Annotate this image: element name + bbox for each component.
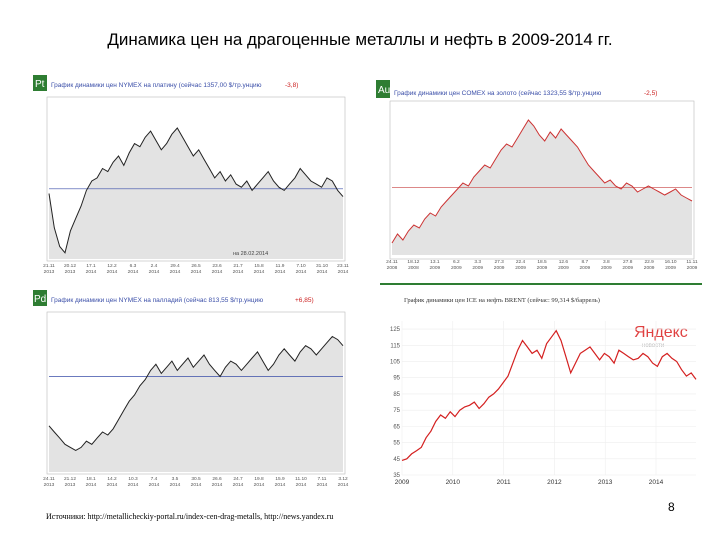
brent-y-tick-label: 125 <box>390 327 401 333</box>
palladium-plot-frame <box>46 311 346 475</box>
palladium-x-tick-label: 7.4 2014 <box>149 476 160 488</box>
source-note: Источники: http://metallicheckiy-portal.… <box>46 512 334 521</box>
platinum-badge <box>33 75 47 91</box>
gold-x-tick-label: 6.2 2009 <box>451 259 462 271</box>
gold-badge-label: Au <box>378 85 390 96</box>
platinum-x-tick-label: 21.11 2013 <box>43 263 55 275</box>
palladium-area <box>49 336 343 472</box>
gold-chart: Au График динамики цен COMEX на золото (… <box>376 75 698 275</box>
gold-x-tick-label: 18.5 2009 <box>537 259 548 271</box>
gold-x-tick-label: 18.12 2008 <box>407 259 419 271</box>
palladium-x-tick-label: 19.8 2014 <box>254 476 265 488</box>
palladium-x-tick-label: 3.5 2014 <box>170 476 181 488</box>
brent-x-tick-label: 2013 <box>598 479 613 486</box>
brent-title: График динамики цен ICE на нефть BRENT (… <box>404 297 600 304</box>
brent-x-tick-label: 2009 <box>395 479 410 486</box>
palladium-x-tick-label: 11.10 2014 <box>295 476 307 488</box>
platinum-x-tick-label: 12.2 2014 <box>107 263 118 275</box>
platinum-chart-panel: Pt График динамики цен NYMEX на платину … <box>33 75 349 285</box>
brent-y-tick-label: 35 <box>393 473 400 479</box>
platinum-title: График динамики цен NYMEX на платину (се… <box>51 81 262 89</box>
brent-series-line <box>401 329 697 461</box>
gold-x-tick-label: 11.11 2009 <box>686 259 698 271</box>
brent-y-tick-label: 75 <box>393 408 400 414</box>
brent-chart-panel: График динамики цен ICE на нефть BRENT (… <box>380 283 702 495</box>
platinum-x-tick-label: 23.11 2014 <box>337 263 349 275</box>
palladium-x-tick-label: 24.7 2014 <box>233 476 244 488</box>
palladium-x-tick-label: 24.11 2013 <box>43 476 55 488</box>
platinum-series-line <box>48 127 344 254</box>
palladium-x-tick-label: 30.5 2014 <box>191 476 202 488</box>
palladium-x-tick-label: 7.11 2014 <box>317 476 328 488</box>
brent-x-tick-label: 2012 <box>547 479 562 486</box>
platinum-x-tick-label: 15.8 2014 <box>254 263 265 275</box>
gold-chart-panel: Au График динамики цен COMEX на золото (… <box>376 75 698 275</box>
platinum-x-tick-label: 23.6 2014 <box>212 263 223 275</box>
slide-title: Динамика цен на драгоценные металлы и не… <box>107 30 613 49</box>
gold-badge <box>376 80 390 98</box>
gold-x-tick-label: 12.6 2009 <box>558 259 569 271</box>
palladium-x-tick-label: 26.6 2014 <box>212 476 223 488</box>
palladium-x-tick-label: 18.1 2014 <box>86 476 97 488</box>
page-number: 8 <box>668 500 675 514</box>
platinum-badge-label: Pt <box>35 79 45 90</box>
gold-x-tick-label: 3.3 2009 <box>472 259 483 271</box>
brent-y-tick-label: 105 <box>390 360 401 366</box>
palladium-badge-label: Pd <box>34 294 46 305</box>
gold-plot-frame <box>389 100 695 260</box>
platinum-x-tick-label: 7.10 2014 <box>296 263 307 275</box>
platinum-x-tick-label: 31.10 2014 <box>316 263 328 275</box>
palladium-title: График динамики цен NYMEX на палладий (с… <box>51 296 263 304</box>
palladium-x-tick-label: 3.12 2014 <box>338 476 349 488</box>
gold-x-tick-label: 16.10 2009 <box>665 259 677 271</box>
palladium-x-tick-label: 21.12 2013 <box>64 476 76 488</box>
palladium-chart-panel: Pd График динамики цен NYMEX на палладий… <box>33 288 349 496</box>
platinum-x-tick-label: 17.1 2014 <box>86 263 97 275</box>
palladium-series-line <box>48 335 344 451</box>
palladium-x-tick-label: 15.9 2014 <box>275 476 286 488</box>
yandex-logo: Яндекс <box>634 324 688 341</box>
brent-y-tick-label: 65 <box>393 424 400 430</box>
brent-x-tick-label: 2011 <box>497 479 511 486</box>
brent-y-tick-label: 55 <box>393 441 400 447</box>
platinum-area <box>49 128 343 259</box>
gold-x-tick-label: 13.1 2009 <box>430 259 441 271</box>
platinum-chart: Pt График динамики цен NYMEX на платину … <box>33 75 349 285</box>
brent-y-tick-label: 115 <box>390 343 400 349</box>
platinum-x-tick-label: 26.5 2014 <box>191 263 202 275</box>
platinum-note: на 28.02.2014 <box>233 251 268 257</box>
gold-x-tick-label: 8.7 2009 <box>580 259 591 271</box>
platinum-plot-frame <box>46 96 346 262</box>
brent-y-tick-label: 45 <box>393 457 400 463</box>
palladium-change: +6,85) <box>295 297 314 304</box>
brent-x-tick-label: 2010 <box>446 479 461 486</box>
platinum-x-tick-label: 11.9 2014 <box>275 263 286 275</box>
palladium-x-tick-label: 10.3 2014 <box>128 476 139 488</box>
brent-y-tick-label: 85 <box>393 392 400 398</box>
brent-y-tick-label: 95 <box>393 376 400 382</box>
palladium-badge <box>33 290 47 306</box>
gold-series-line <box>391 119 693 244</box>
palladium-chart: Pd График динамики цен NYMEX на палладий… <box>33 288 349 496</box>
gold-x-tick-label: 27.3 2009 <box>494 259 505 271</box>
palladium-x-tick-label: 14.2 2014 <box>107 476 118 488</box>
brent-chart: График динамики цен ICE на нефть BRENT (… <box>380 283 702 495</box>
gold-title: График динамики цен COMEX на золото (сей… <box>394 89 601 97</box>
platinum-x-tick-label: 6.3 2014 <box>128 263 139 275</box>
platinum-x-tick-label: 20.12 2013 <box>64 263 76 275</box>
gold-change: -2,5) <box>644 90 657 97</box>
platinum-change: -3,8) <box>285 82 298 89</box>
brent-x-tick-label: 2014 <box>649 479 664 486</box>
yandex-logo-sub: новости <box>642 343 664 349</box>
gold-x-tick-label: 24.11 2008 <box>386 259 398 271</box>
gold-x-tick-label: 3.8 2009 <box>601 259 612 271</box>
platinum-x-tick-label: 21.7 2014 <box>233 263 244 275</box>
gold-x-tick-label: 22.9 2009 <box>644 259 655 271</box>
gold-x-tick-label: 22.4 2009 <box>515 259 526 271</box>
platinum-x-tick-label: 2.4 2014 <box>149 263 160 275</box>
platinum-x-tick-label: 29.4 2014 <box>170 263 181 275</box>
gold-x-tick-label: 27.8 2009 <box>622 259 633 271</box>
